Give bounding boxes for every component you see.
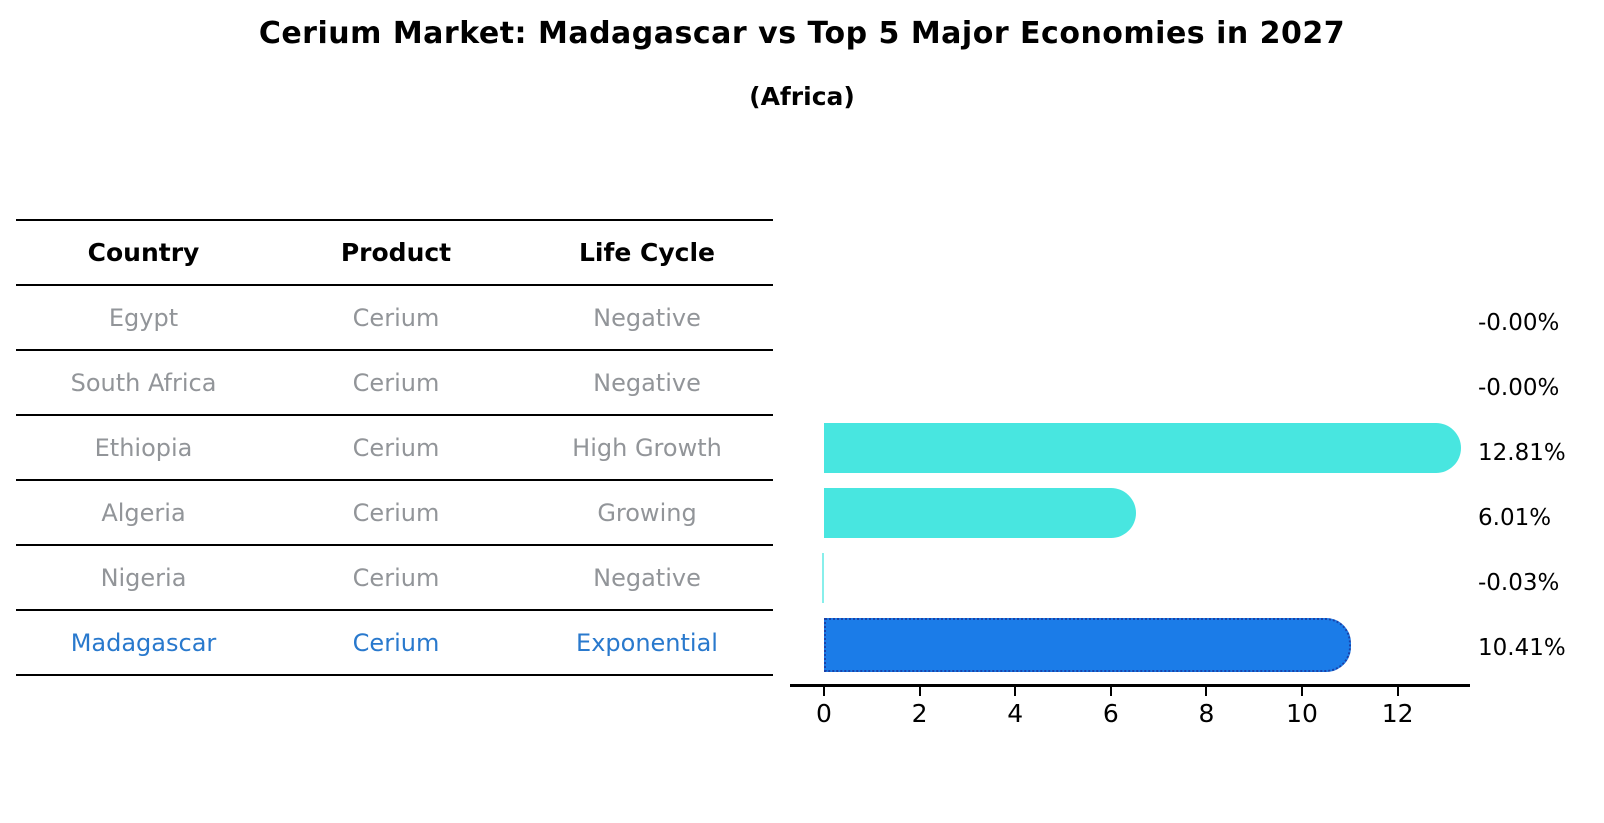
bar-nigeria	[822, 553, 824, 603]
cell-country: Algeria	[101, 498, 186, 527]
table: Country Product Life Cycle Egypt Cerium …	[16, 219, 773, 676]
bar-algeria	[824, 488, 1137, 538]
x-tick-label: 10	[1286, 699, 1318, 728]
table-row: Nigeria Cerium Negative	[16, 546, 773, 611]
cell-country: Ethiopia	[94, 433, 193, 462]
x-tick-mark	[1396, 687, 1399, 696]
value-label-ethiopia: 12.81%	[1478, 440, 1566, 466]
cell-country: South Africa	[70, 368, 217, 397]
x-tick-mark	[823, 687, 825, 696]
cell-life-cycle: Negative	[593, 563, 701, 592]
value-label-south-africa: -0.00%	[1478, 375, 1560, 401]
cell-product: Cerium	[352, 498, 440, 527]
bar-ethiopia	[824, 423, 1462, 473]
x-tick-label: 8	[1198, 699, 1215, 728]
x-tick-mark	[1205, 687, 1208, 696]
column-header-country: Country	[87, 238, 200, 267]
x-tick-mark	[1109, 687, 1112, 696]
value-label-algeria: 6.01%	[1478, 505, 1552, 531]
chart-title: Cerium Market: Madagascar vs Top 5 Major…	[258, 16, 1346, 51]
cell-product: Cerium	[352, 563, 440, 592]
value-label-nigeria: -0.03%	[1478, 570, 1560, 596]
value-label-egypt: -0.00%	[1478, 310, 1560, 336]
x-tick-mark	[918, 687, 921, 696]
cell-life-cycle: Growing	[597, 498, 697, 527]
cell-life-cycle: Negative	[593, 303, 701, 332]
chart-subtitle: (Africa)	[749, 82, 855, 111]
x-tick-label: 4	[1007, 699, 1024, 728]
table-header-row: Country Product Life Cycle	[16, 221, 773, 286]
x-tick-mark	[1301, 687, 1303, 696]
cell-product: Cerium	[352, 433, 440, 462]
x-tick-label: 2	[911, 699, 928, 728]
column-header-life-cycle: Life Cycle	[578, 238, 716, 267]
cell-country: Madagascar	[70, 628, 217, 657]
x-tick-mark	[1014, 687, 1017, 696]
cell-product: Cerium	[352, 628, 440, 657]
x-tick-label: 6	[1102, 699, 1119, 728]
cell-country: Nigeria	[100, 563, 187, 592]
x-axis-line	[790, 684, 1470, 687]
cell-product: Cerium	[352, 368, 440, 397]
column-header-product: Product	[340, 238, 452, 267]
cell-product: Cerium	[352, 303, 440, 332]
cell-life-cycle: Negative	[593, 368, 701, 397]
x-tick-label: 12	[1381, 699, 1414, 728]
cell-life-cycle: High Growth	[572, 433, 722, 462]
bar-madagascar	[824, 618, 1351, 672]
table-row: Algeria Cerium Growing	[16, 481, 773, 546]
cell-life-cycle: Exponential	[576, 628, 718, 657]
table-row: South Africa Cerium Negative	[16, 351, 773, 416]
value-label-madagascar: 10.41%	[1478, 635, 1566, 661]
table-row: Egypt Cerium Negative	[16, 286, 773, 351]
x-tick-label: 0	[816, 699, 832, 728]
table-row: Ethiopia Cerium High Growth	[16, 416, 773, 481]
cell-country: Egypt	[108, 303, 179, 332]
table-row: Madagascar Cerium Exponential	[16, 611, 773, 676]
